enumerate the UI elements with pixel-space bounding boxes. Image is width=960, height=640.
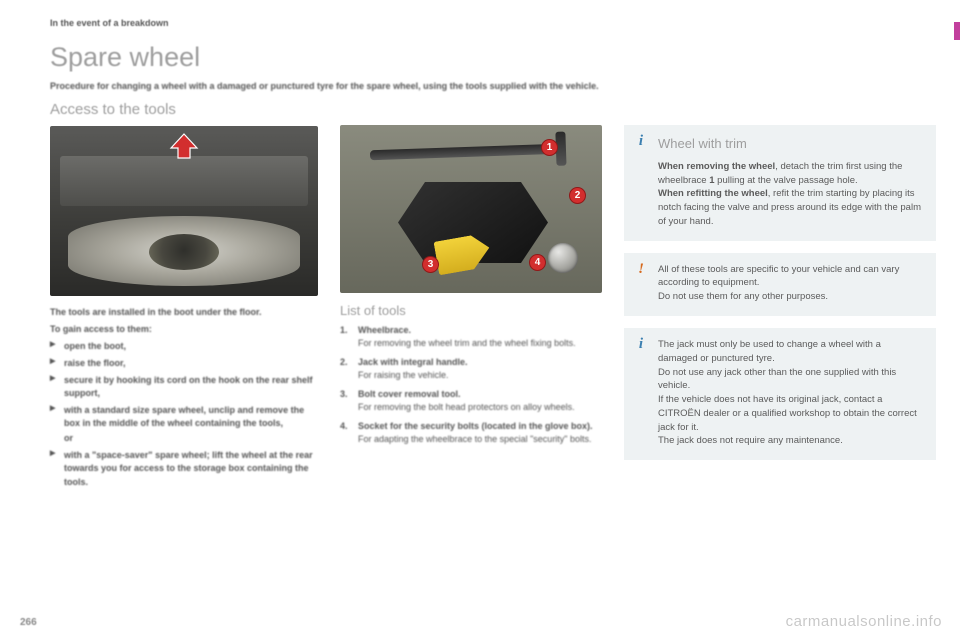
callout-4: 4: [529, 254, 546, 271]
tool-name: Wheelbrace.: [358, 325, 411, 335]
tool-item: 2. Jack with integral handle. For raisin…: [340, 356, 602, 382]
tool-item: 1. Wheelbrace. For removing the wheel tr…: [340, 324, 602, 350]
list-item: with a standard size spare wheel, unclip…: [50, 404, 318, 445]
list-item-text: with a standard size spare wheel, unclip…: [64, 405, 304, 428]
column-access: Access to the tools The tools are instal…: [50, 101, 318, 493]
callout-1: 1: [541, 139, 558, 156]
tools-ordered-list: 1. Wheelbrace. For removing the wheel tr…: [340, 324, 602, 446]
warn-para-2: Do not use them for any other purposes.: [658, 290, 922, 304]
list-of-tools-heading: List of tools: [340, 303, 602, 318]
watermark: carmanualsonline.info: [786, 613, 942, 630]
trim-bold-2: When refitting the wheel: [658, 188, 768, 199]
access-intro-2: To gain access to them:: [50, 323, 318, 336]
warning-icon: !: [632, 261, 650, 279]
image-tools: 1 2 3 4: [340, 125, 602, 293]
tool-number: 2.: [340, 356, 348, 369]
tool-desc: For adapting the wheelbrace to the speci…: [358, 433, 602, 446]
page-title: Spare wheel: [50, 42, 936, 73]
trim-para-1: When removing the wheel, detach the trim…: [658, 160, 922, 188]
tool-number: 1.: [340, 324, 348, 337]
spare-well: [149, 234, 219, 270]
tool-desc: For removing the bolt head protectors on…: [358, 401, 602, 414]
page-number: 266: [20, 617, 37, 628]
trim-heading: Wheel with trim: [658, 135, 922, 154]
list-item: raise the floor,: [50, 357, 318, 370]
tool-number: 3.: [340, 388, 348, 401]
jack-para-2: Do not use any jack other than the one s…: [658, 366, 922, 394]
callout-2: 2: [569, 187, 586, 204]
tool-item: 3. Bolt cover removal tool. For removing…: [340, 388, 602, 414]
wheelbrace-shape: [370, 144, 560, 161]
warn-para-1: All of these tools are specific to your …: [658, 263, 922, 291]
info-icon: i: [632, 133, 650, 151]
trunk-shelf: [60, 156, 308, 206]
security-socket-shape: [548, 243, 578, 273]
lift-arrow-icon: [167, 132, 201, 160]
tool-desc: For removing the wheel trim and the whee…: [358, 337, 602, 350]
tool-number: 4.: [340, 420, 348, 433]
trim-text: pulling at the valve passage hole.: [715, 175, 858, 186]
info-box-jack: i The jack must only be used to change a…: [624, 328, 936, 460]
callout-3: 3: [422, 256, 439, 273]
trim-para-2: When refitting the wheel, refit the trim…: [658, 187, 922, 228]
column-tools: 1 2 3 4 List of tools 1. Wheelbrace. For…: [340, 101, 602, 493]
accent-bar: [954, 22, 960, 40]
warning-box-tools: ! All of these tools are specific to you…: [624, 253, 936, 316]
access-steps-list: open the boot, raise the floor, secure i…: [50, 340, 318, 488]
trim-bold-1: When removing the wheel: [658, 161, 775, 172]
access-heading: Access to the tools: [50, 101, 318, 118]
content-columns: Access to the tools The tools are instal…: [50, 101, 936, 493]
manual-page: In the event of a breakdown Spare wheel …: [0, 0, 960, 640]
tool-desc: For raising the vehicle.: [358, 369, 602, 382]
access-intro-1: The tools are installed in the boot unde…: [50, 306, 318, 319]
info-icon: i: [632, 336, 650, 354]
jack-para-4: The jack does not require any maintenanc…: [658, 434, 922, 448]
tool-name: Bolt cover removal tool.: [358, 389, 461, 399]
tool-name: Jack with integral handle.: [358, 357, 468, 367]
tool-name: Socket for the security bolts (located i…: [358, 421, 593, 431]
column-notes: i Wheel with trim When removing the whee…: [624, 101, 936, 493]
breadcrumb: In the event of a breakdown: [50, 18, 936, 28]
list-item: open the boot,: [50, 340, 318, 353]
info-box-wheel-trim: i Wheel with trim When removing the whee…: [624, 125, 936, 241]
tool-item: 4. Socket for the security bolts (locate…: [340, 420, 602, 446]
access-or: or: [64, 432, 318, 445]
image-trunk: [50, 126, 318, 296]
jack-para-1: The jack must only be used to change a w…: [658, 338, 922, 366]
intro-text: Procedure for changing a wheel with a da…: [50, 81, 936, 91]
list-item: with a "space-saver" spare wheel; lift t…: [50, 449, 318, 488]
list-item: secure it by hooking its cord on the hoo…: [50, 374, 318, 400]
jack-para-3: If the vehicle does not have its origina…: [658, 393, 922, 434]
